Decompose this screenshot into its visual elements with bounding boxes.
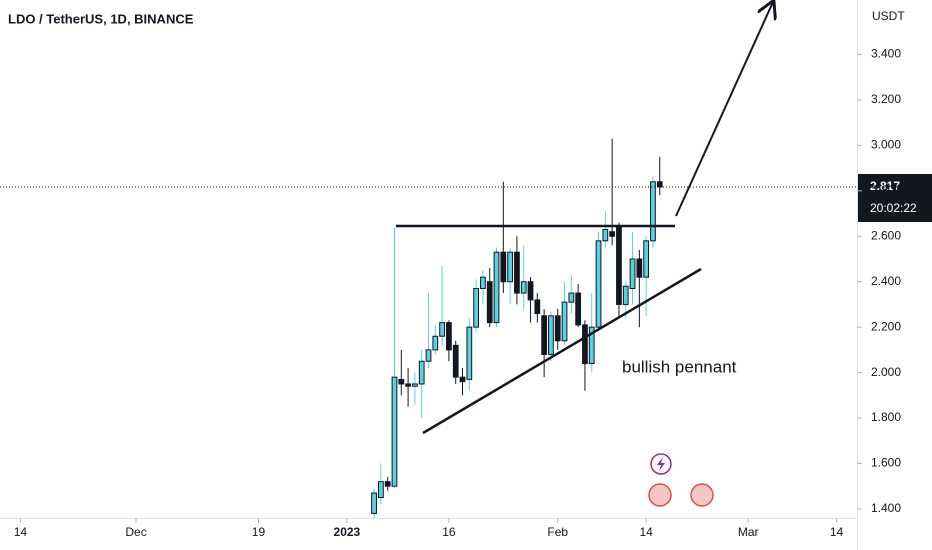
candle-body (466, 326, 473, 380)
candle-body (473, 288, 479, 328)
candle-body (588, 326, 595, 365)
candle-body (500, 251, 507, 283)
chart-title: LDO / TetherUS, 1D, BINANCE (8, 11, 194, 26)
candle-body (439, 322, 445, 337)
candle-body (371, 492, 377, 514)
y-tick-label: 1.400 (871, 501, 901, 515)
candle-body (384, 481, 391, 487)
event-icon[interactable] (648, 483, 672, 507)
y-axis-label: USDT (872, 9, 905, 23)
candle-body (561, 301, 568, 342)
candle-body (452, 344, 459, 378)
candle-body (541, 315, 548, 355)
candle-body (398, 378, 405, 385)
breakout-arrow (675, 2, 773, 217)
x-tick-label: 14 (830, 525, 844, 539)
candle-body (486, 281, 493, 324)
candle-body (568, 292, 575, 303)
x-tick-label: 16 (442, 525, 456, 539)
candle-body (602, 228, 609, 242)
candle-body (656, 181, 663, 188)
candle-body (636, 258, 643, 278)
candle-body (575, 292, 582, 326)
candle-body (493, 251, 500, 324)
support-line (422, 267, 702, 435)
candle-body (616, 226, 622, 305)
candle-body (650, 181, 656, 242)
lightning (657, 457, 665, 471)
y-tick-label: 2.400 (871, 274, 901, 288)
last-price-bg (858, 173, 932, 222)
annotation: bullish pennant (622, 357, 737, 376)
candle-body (609, 231, 616, 237)
candle-body (520, 281, 527, 294)
candle-body (643, 240, 650, 278)
y-tick-label: 3.400 (871, 47, 901, 61)
candle-body (595, 240, 602, 328)
last-price-label: 2.817 (870, 179, 900, 193)
candle-body (554, 315, 561, 342)
candle-body (629, 258, 636, 290)
plot-area (0, 138, 857, 518)
y-tick-label: 1.800 (871, 410, 901, 424)
candle-body (405, 383, 411, 387)
candle-body (391, 376, 398, 487)
x-tick-label: Feb (547, 525, 568, 539)
last-price-box: 2.817 20:02:22 (858, 173, 932, 222)
y-tick-label: 3.000 (871, 138, 901, 152)
candle-body (418, 360, 425, 385)
candle-body (582, 324, 588, 365)
x-tick-label: Dec (125, 525, 146, 539)
event-icons (648, 453, 714, 507)
x-tick-label: Mar (738, 525, 759, 539)
candle-body (480, 276, 486, 290)
y-tick-label: 2.000 (871, 365, 901, 379)
countdown: 20:02:22 (870, 201, 917, 215)
event-icon[interactable] (690, 483, 714, 507)
candle-body (378, 481, 384, 499)
candle-body (534, 299, 541, 315)
candle-body (548, 315, 554, 355)
y-tick-label: 2.200 (871, 319, 901, 333)
candle-body (446, 322, 452, 351)
y-tick-label: 2.600 (871, 228, 901, 242)
candle-body (507, 251, 513, 283)
candle-body (459, 376, 466, 383)
y-tick-label: 1.600 (871, 456, 901, 470)
x-tick-label: 14 (639, 525, 653, 539)
x-tick-label: 2023 (334, 525, 361, 539)
candle-body (527, 281, 534, 301)
candle-body (514, 251, 520, 294)
candle-body (622, 285, 629, 305)
candle-body (412, 383, 418, 387)
candle-body (432, 335, 439, 351)
x-tick-label: 19 (252, 525, 266, 539)
y-tick-label: 3.200 (871, 92, 901, 106)
candle-body (425, 349, 432, 362)
y-tick-label: 2.800 (871, 183, 901, 197)
x-tick-label: 14 (14, 525, 28, 539)
